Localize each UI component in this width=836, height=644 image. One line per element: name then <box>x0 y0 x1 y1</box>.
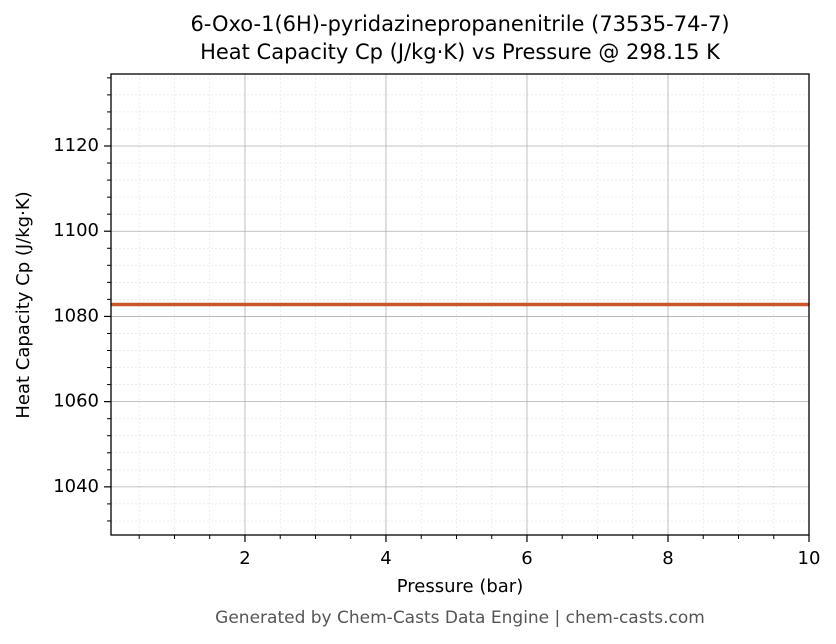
y-tick-label: 1060 <box>53 391 99 412</box>
x-tick-label: 4 <box>380 548 391 569</box>
x-tick-label: 8 <box>662 548 673 569</box>
y-tick-label: 1080 <box>53 305 99 326</box>
y-tick-label: 1040 <box>53 476 99 497</box>
x-tick-label: 2 <box>239 548 250 569</box>
plot-frame <box>110 73 810 536</box>
y-tick-label: 1120 <box>53 135 99 156</box>
x-axis-label: Pressure (bar) <box>397 576 523 597</box>
x-tick-label: 10 <box>798 548 821 569</box>
y-axis-label: Heat Capacity Cp (J/kg·K) <box>13 191 34 418</box>
x-tick-label: 6 <box>521 548 532 569</box>
chart-title: 6-Oxo-1(6H)-pyridazinepropanenitrile (73… <box>190 12 729 36</box>
footer: Generated by Chem-Casts Data Engine | ch… <box>215 608 705 628</box>
y-tick-label: 1100 <box>53 220 99 241</box>
chart-subtitle: Heat Capacity Cp (J/kg·K) vs Pressure @ … <box>200 40 721 64</box>
